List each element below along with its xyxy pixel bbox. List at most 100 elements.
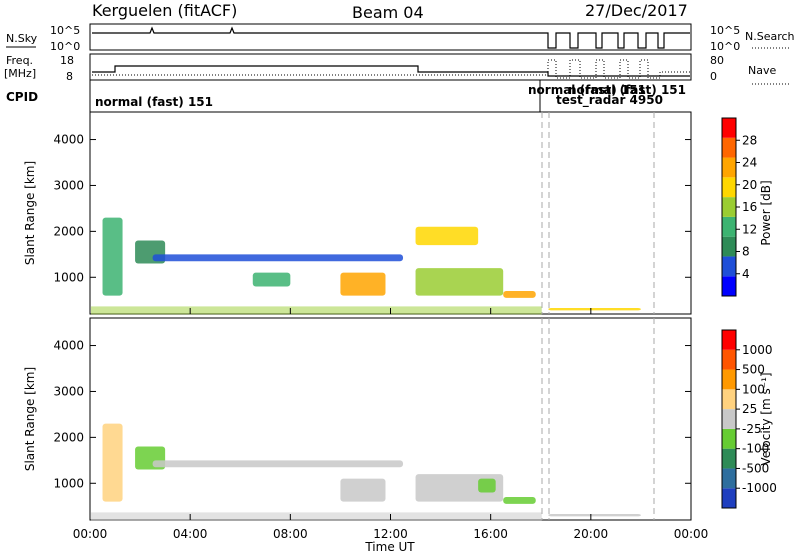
power-panel: 4000 3000 2000 1000 Slant Range [km] bbox=[23, 111, 692, 315]
cpid-label: CPID bbox=[6, 90, 38, 104]
x-tick-label: 00:00 bbox=[674, 527, 709, 541]
velocity-echo-region bbox=[152, 460, 404, 468]
velocity-colorbar-segment bbox=[722, 349, 736, 370]
power-echo-region bbox=[102, 217, 123, 296]
x-tick-label: 16:00 bbox=[473, 527, 508, 541]
velocity-echo-region bbox=[102, 423, 123, 502]
velocity-echo-region bbox=[340, 478, 386, 502]
power-colorbar-tick-label: 24 bbox=[742, 156, 757, 170]
power-echo-region bbox=[415, 268, 504, 296]
power-colorbar-tick-label: 4 bbox=[742, 267, 750, 281]
velocity-colorbar-segment bbox=[722, 389, 736, 410]
nsearch-label: N.Search bbox=[745, 30, 795, 43]
velocity-panel-frame bbox=[89, 317, 692, 521]
velocity-colorbar-tick-label: -1000 bbox=[742, 481, 777, 495]
power-colorbar-label: Power [dB] bbox=[759, 180, 773, 245]
velocity-echo-region bbox=[548, 514, 641, 517]
velocity-colorbar: 1000 500 100 25 -25 -100 -500 -1000 bbox=[721, 329, 777, 509]
nsky-strip-frame bbox=[89, 23, 692, 51]
power-colorbar-segment bbox=[722, 276, 736, 296]
power-colorbar-segment bbox=[722, 236, 736, 257]
power-ytick-label: 3000 bbox=[53, 178, 84, 192]
nsearch-tick-top: 10^5 bbox=[710, 24, 740, 37]
velocity-colorbar-segment bbox=[722, 330, 736, 350]
power-colorbar-segment bbox=[722, 137, 736, 158]
beam-title: Beam 04 bbox=[352, 3, 424, 22]
power-echo-region bbox=[503, 291, 536, 298]
power-echo-region bbox=[252, 272, 291, 287]
power-colorbar-segment bbox=[722, 216, 736, 237]
nave-tick-bottom: 0 bbox=[710, 70, 717, 83]
freq-trace bbox=[92, 65, 690, 77]
power-panel-frame bbox=[89, 111, 692, 315]
velocity-colorbar-tick-label: -25 bbox=[742, 422, 762, 436]
velocity-colorbar-tick-label: 25 bbox=[742, 402, 757, 416]
nsky-tick-bottom: 10^0 bbox=[50, 40, 80, 53]
velocity-colorbar-segment bbox=[722, 468, 736, 489]
freq-tick-bottom: 8 bbox=[66, 70, 73, 83]
velocity-colorbar-tick-label: -100 bbox=[742, 442, 769, 456]
velocity-colorbar-segment bbox=[722, 488, 736, 508]
power-colorbar: 28 24 20 16 12 8 4 bbox=[721, 117, 757, 297]
velocity-near-range-band bbox=[91, 512, 542, 521]
nsky-tick-top: 10^5 bbox=[50, 24, 80, 37]
velocity-ylabel: Slant Range [km] bbox=[23, 367, 37, 471]
velocity-panel: 4000 3000 2000 1000 Slant Range [km] bbox=[23, 317, 692, 521]
x-tick-label: 12:00 bbox=[373, 527, 408, 541]
power-colorbar-tick-label: 8 bbox=[742, 245, 750, 259]
x-tick-label: 04:00 bbox=[173, 527, 208, 541]
freq-label-2: [MHz] bbox=[4, 67, 36, 80]
nsky-trace bbox=[92, 26, 690, 49]
power-echo-region bbox=[340, 272, 386, 296]
power-colorbar-tick-label: 20 bbox=[742, 178, 757, 192]
velocity-colorbar-tick-label: 100 bbox=[742, 382, 765, 396]
x-tick-label: 00:00 bbox=[73, 527, 108, 541]
velocity-colorbar-frame bbox=[721, 329, 737, 509]
velocity-colorbar-segment bbox=[722, 428, 736, 449]
cpid-entry-2: normal (fast) 151 bbox=[528, 83, 646, 97]
freq-label-1: Freq. bbox=[6, 54, 33, 67]
date-title: 27/Dec/2017 bbox=[585, 1, 688, 20]
nave-tick-top: 80 bbox=[710, 54, 724, 67]
velocity-echo-region bbox=[503, 497, 536, 504]
power-echo-region bbox=[415, 226, 479, 246]
power-echo-region bbox=[152, 254, 404, 262]
power-colorbar-segment bbox=[722, 118, 736, 138]
velocity-ytick-label: 4000 bbox=[53, 339, 84, 353]
velocity-colorbar-tick-label: 500 bbox=[742, 363, 765, 377]
power-ylabel: Slant Range [km] bbox=[23, 161, 37, 265]
power-echo-region bbox=[548, 308, 641, 311]
station-title: Kerguelen (fitACF) bbox=[92, 1, 237, 20]
power-colorbar-segment bbox=[722, 157, 736, 178]
freq-strip-frame bbox=[89, 53, 692, 81]
cpid-entry-1: normal (fast) 151 bbox=[95, 95, 213, 109]
power-ytick-label: 2000 bbox=[53, 224, 84, 238]
power-ytick-label: 4000 bbox=[53, 133, 84, 147]
nave-trace bbox=[92, 59, 690, 79]
velocity-colorbar-segment bbox=[722, 369, 736, 390]
velocity-colorbar-tick-label: 1000 bbox=[742, 343, 773, 357]
x-tick-label: 20:00 bbox=[574, 527, 609, 541]
velocity-colorbar-tick-label: -500 bbox=[742, 461, 769, 475]
velocity-ytick-label: 3000 bbox=[53, 384, 84, 398]
power-colorbar-segment bbox=[722, 256, 736, 277]
x-axis-label: Time UT bbox=[364, 540, 415, 554]
power-colorbar-tick-label: 16 bbox=[742, 200, 757, 214]
power-ytick-label: 1000 bbox=[53, 270, 84, 284]
velocity-colorbar-segment bbox=[722, 409, 736, 429]
power-near-range-band bbox=[91, 306, 542, 315]
nave-label: Nave bbox=[748, 64, 776, 77]
x-tick-label: 08:00 bbox=[273, 527, 308, 541]
velocity-colorbar-segment bbox=[722, 448, 736, 469]
velocity-echo-region bbox=[478, 478, 496, 493]
velocity-ytick-label: 2000 bbox=[53, 430, 84, 444]
cpid-entry-4: test_radar 4950 bbox=[556, 93, 663, 108]
freq-tick-top: 18 bbox=[60, 54, 74, 67]
power-colorbar-tick-label: 12 bbox=[742, 222, 757, 236]
power-colorbar-segment bbox=[722, 197, 736, 217]
power-colorbar-segment bbox=[722, 177, 736, 198]
velocity-ytick-label: 1000 bbox=[53, 476, 84, 490]
velocity-colorbar-label: Velocity [m s⁻¹] bbox=[759, 372, 773, 465]
nsearch-tick-bottom: 10^0 bbox=[710, 40, 740, 53]
